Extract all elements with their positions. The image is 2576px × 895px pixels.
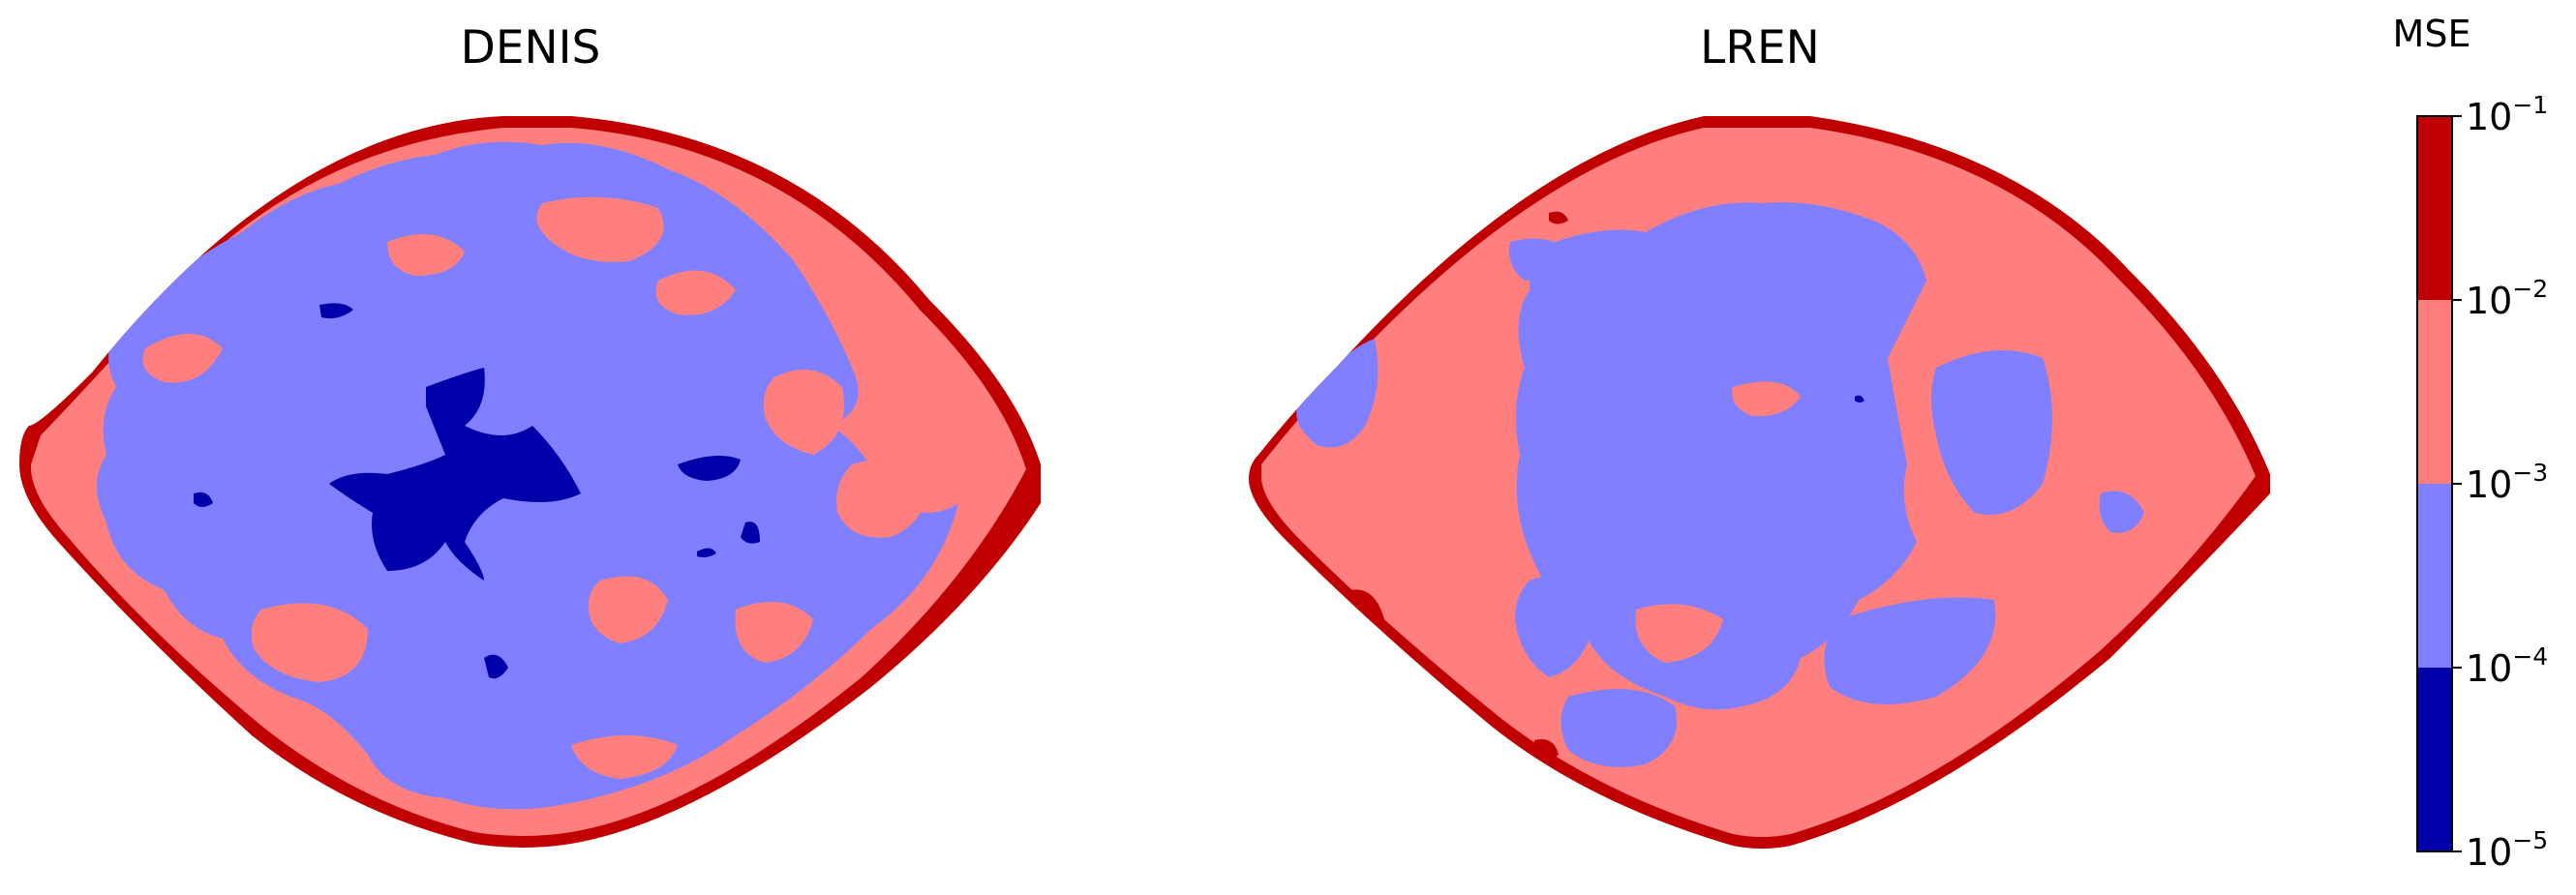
colorbar-band bbox=[2417, 116, 2452, 300]
colorbar-tick-label: 10−5 bbox=[2466, 826, 2548, 874]
region-denis-mid-island bbox=[387, 234, 465, 276]
region-lren-mid-island bbox=[1635, 604, 1723, 663]
region-denis-mid-island bbox=[251, 603, 368, 682]
region-denis-mid-island bbox=[142, 334, 223, 383]
region-denis-vlow bbox=[697, 548, 716, 557]
colorbar-tick-label: 10−1 bbox=[2466, 91, 2548, 138]
colorbar: MSE 10−1 10−2 10−3 10−4 10−5 bbox=[2393, 13, 2549, 874]
panel-title-denis: DENIS bbox=[461, 21, 601, 75]
region-denis-mid-island bbox=[735, 602, 813, 663]
region-denis-mid-island bbox=[588, 576, 668, 643]
colorbar-tick-label: 10−3 bbox=[2466, 459, 2548, 506]
region-lren-vlow-speck bbox=[1855, 395, 1864, 403]
colorbar-label: MSE bbox=[2393, 13, 2471, 55]
region-lren-low-island bbox=[2099, 491, 2144, 533]
region-denis-vlow bbox=[319, 303, 353, 318]
region-lren-low-island bbox=[1509, 238, 1568, 281]
region-denis-mid-island bbox=[763, 370, 844, 455]
colorbar-ticks: 10−1 10−2 10−3 10−4 10−5 bbox=[2452, 91, 2548, 874]
region-denis-vlow bbox=[484, 654, 508, 679]
colorbar-tick-label: 10−4 bbox=[2466, 642, 2548, 690]
region-lren-low-island bbox=[1515, 575, 1597, 677]
region-denis-vlow bbox=[678, 456, 741, 481]
region-lren-high-speck bbox=[1534, 739, 1559, 760]
region-denis-mid-island bbox=[536, 196, 664, 262]
region-lren-low-island bbox=[1296, 339, 1379, 448]
region-lren-low-island bbox=[1824, 597, 1996, 704]
colorbar-bands bbox=[2417, 116, 2452, 851]
colorbar-band bbox=[2417, 484, 2452, 668]
region-lren-low bbox=[1516, 202, 1926, 710]
region-denis-mid-island bbox=[836, 459, 929, 538]
region-denis-vlow bbox=[329, 368, 581, 581]
panel-denis: DENIS bbox=[19, 21, 1041, 848]
colorbar-tick-label: 10−2 bbox=[2466, 275, 2548, 322]
region-lren-low-island bbox=[1931, 350, 2052, 515]
heatmap-denis bbox=[19, 116, 1041, 848]
colorbar-band bbox=[2417, 300, 2452, 484]
heatmap-lren bbox=[1249, 116, 2270, 849]
region-denis-vlow bbox=[741, 522, 760, 544]
region-denis-mid-island bbox=[571, 735, 678, 779]
panel-lren: LREN bbox=[1249, 21, 2270, 849]
region-lren-mid-island bbox=[1732, 381, 1801, 417]
region-denis-mid-island bbox=[655, 270, 736, 315]
panel-title-lren: LREN bbox=[1700, 21, 1820, 75]
region-lren-low-island bbox=[1561, 689, 1677, 767]
region-denis-vlow bbox=[194, 492, 213, 507]
colorbar-band bbox=[2417, 668, 2452, 851]
region-lren-high-speck bbox=[1549, 211, 1568, 224]
